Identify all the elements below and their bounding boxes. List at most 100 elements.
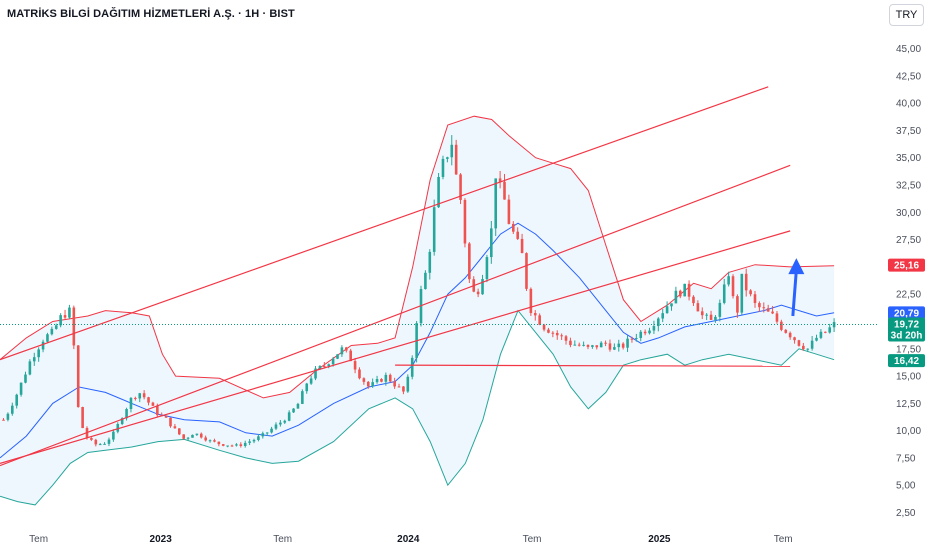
currency-button[interactable]: TRY <box>889 4 924 26</box>
candle-up <box>446 157 449 159</box>
candle-down <box>503 181 506 200</box>
candle-up <box>806 348 810 350</box>
candle-down <box>213 440 216 442</box>
x-axis[interactable]: Tem 2023 Tem 2024 Tem 2025 Tem <box>29 534 792 545</box>
candle-down <box>459 174 462 200</box>
candle-up <box>661 313 665 319</box>
candle-up <box>714 316 717 320</box>
candle-up <box>674 290 678 304</box>
candle-down <box>802 345 805 350</box>
candle-down <box>762 307 766 309</box>
candle-up <box>107 439 111 444</box>
candle-up <box>722 284 726 303</box>
candle-up <box>441 158 445 177</box>
candle-down <box>784 329 788 333</box>
candle-down <box>353 361 357 370</box>
candle-up <box>305 383 309 392</box>
candle-up <box>617 343 621 348</box>
y-tick-label: 37,50 <box>896 126 921 137</box>
y-tick-label: 15,00 <box>896 372 921 383</box>
candle-up <box>274 424 278 429</box>
candle-down <box>643 331 647 334</box>
channel-line-3 <box>0 230 791 464</box>
candle-down <box>90 437 93 440</box>
candle-up <box>683 283 686 297</box>
candle-down <box>555 332 559 336</box>
candle-up <box>283 420 287 423</box>
candle-up <box>54 325 58 329</box>
candle-down <box>134 397 137 399</box>
candle-up <box>481 279 484 295</box>
bollinger-lower-line <box>0 309 835 506</box>
candle-down <box>498 178 502 182</box>
candle-down <box>533 313 537 316</box>
candle-down <box>736 296 739 313</box>
y-tick-label: 27,50 <box>896 235 921 246</box>
candle-up <box>648 330 651 334</box>
candle-down <box>744 273 748 291</box>
candle-up <box>410 357 414 377</box>
candle-up <box>384 374 388 382</box>
candle-up <box>670 303 673 307</box>
candle-up <box>138 393 142 399</box>
candle-up <box>265 432 269 434</box>
candle-down <box>81 407 84 429</box>
candle-down <box>142 393 146 398</box>
candle-down <box>577 344 581 346</box>
candle-up <box>195 433 199 435</box>
candle-up <box>740 273 744 313</box>
candle-up <box>819 331 823 338</box>
price-badge <box>888 258 925 272</box>
price-badge <box>888 354 925 368</box>
candle-up <box>309 378 313 384</box>
candle-up <box>375 379 379 383</box>
candle-up <box>490 228 493 258</box>
candle-up <box>828 327 832 333</box>
candle-up <box>257 436 260 440</box>
candle-down <box>173 426 177 429</box>
candle-down <box>687 283 691 297</box>
candle-up <box>279 422 282 425</box>
candle-up <box>287 412 291 421</box>
candle-up <box>314 368 317 379</box>
candle-up <box>41 341 45 350</box>
candle-up <box>292 408 295 413</box>
candle-up <box>371 382 374 387</box>
candle-up <box>15 394 18 406</box>
candle-down <box>771 311 774 314</box>
candlesticks <box>2 135 836 448</box>
arrow-head <box>788 258 805 275</box>
candle-up <box>46 334 49 342</box>
candle-down <box>164 415 168 418</box>
candle-up <box>191 434 194 438</box>
candle-up <box>32 357 36 362</box>
candle-up <box>301 391 304 404</box>
x-tick-label: Tem <box>273 534 292 545</box>
candle-down <box>595 345 599 348</box>
chart-title: MATRİKS BİLGİ DAĞITIM HİZMETLERİ A.Ş. · … <box>7 8 295 20</box>
candle-up <box>705 314 708 316</box>
price-badge <box>888 306 925 320</box>
y-axis[interactable]: 2,505,007,5010,0012,5015,0017,5020,0022,… <box>896 44 921 519</box>
candle-up <box>235 444 238 446</box>
candle-down <box>692 296 695 304</box>
candle-down <box>608 343 612 350</box>
x-tick-label: Tem <box>523 534 542 545</box>
candle-up <box>296 403 300 409</box>
candle-down <box>454 144 458 175</box>
candle-up <box>810 340 814 349</box>
candle-up <box>652 326 656 331</box>
candle-up <box>243 442 247 446</box>
candle-down <box>758 303 761 308</box>
candle-up <box>494 178 498 229</box>
bollinger-fill <box>0 116 835 505</box>
candle-up <box>28 361 32 375</box>
candle-up <box>639 331 643 338</box>
candle-down <box>76 345 80 408</box>
price-badge-value: 25,16 <box>894 261 919 272</box>
candle-down <box>362 378 366 382</box>
candle-up <box>718 302 722 317</box>
y-tick-label: 32,50 <box>896 181 921 192</box>
